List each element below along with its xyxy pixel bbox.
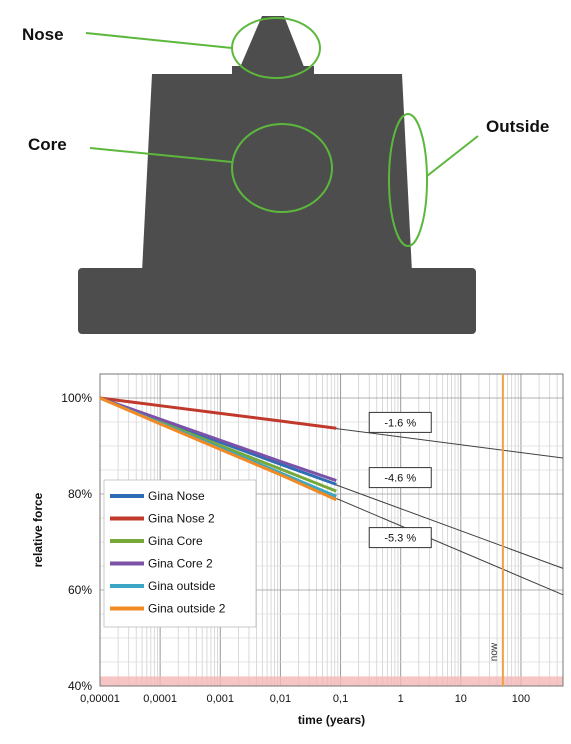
x-tick-label: 0,01	[270, 693, 291, 705]
y-tick-label: 40%	[68, 679, 92, 693]
relative-force-chart: 40% 60% 80% 100% 0,00001 0,0001 0,001 0,01 0,1 1 1…	[0, 344, 571, 744]
connector-core-shape	[142, 74, 412, 272]
legend: Gina Nose Gina Nose 2 Gina Core Gina Core 2…	[103, 479, 257, 628]
connector-diagram: Nose Core Outside	[22, 16, 549, 334]
connector-body	[78, 16, 476, 334]
threshold-band	[100, 676, 563, 686]
x-axis-label: time (years)	[298, 713, 365, 727]
x-tick-label: 1	[398, 693, 404, 705]
y-tick-label: 60%	[68, 583, 92, 597]
y-tick-label: 80%	[68, 487, 92, 501]
legend-entry: Gina Core 2	[148, 557, 213, 571]
connector-nose-base	[232, 66, 314, 74]
trend-label-box	[368, 527, 432, 549]
plot-area-border	[99, 373, 564, 687]
now-label: now	[489, 642, 500, 661]
x-tick-label: 0,1	[333, 693, 348, 705]
trend-label-box	[368, 467, 432, 489]
outside-label: Outside	[486, 117, 549, 136]
legend-box	[103, 479, 257, 628]
now-marker-group: now	[489, 374, 504, 686]
core-annotation-ellipse	[231, 123, 333, 213]
outside-leader-line	[426, 135, 479, 177]
y-tick-label: 100%	[61, 391, 92, 405]
nose-label: Nose	[22, 25, 64, 44]
legend-entry: Gina outside 2	[148, 602, 226, 616]
axes-group: 40% 60% 80% 100% 0,00001 0,0001 0,001 0,01 0,1 1 1…	[61, 373, 564, 705]
trend-label-box	[368, 411, 432, 433]
x-tick-label: 100	[512, 693, 530, 705]
x-tick-label: 0,0001	[143, 693, 177, 705]
legend-entry: Gina Core	[148, 534, 203, 548]
trend-label: -4.6 %	[384, 473, 416, 485]
series-line	[99, 396, 337, 502]
nose-leader-line	[85, 32, 233, 49]
x-tick-label: 10	[455, 693, 467, 705]
connector-nose-shape	[238, 16, 306, 72]
trend-label: -1.6 %	[384, 417, 416, 429]
legend-entry: Gina outside	[148, 579, 216, 593]
connector-base-shape	[78, 268, 476, 334]
core-label: Core	[28, 135, 67, 154]
annotation-group	[85, 17, 479, 247]
y-axis-label: relative force	[31, 492, 45, 567]
series-line	[99, 396, 337, 430]
trend-label: -5.3 %	[384, 533, 416, 545]
series-group	[99, 396, 337, 502]
x-tick-label: 0,00001	[80, 693, 120, 705]
legend-entry: Gina Nose	[148, 489, 205, 503]
outside-annotation-ellipse	[388, 113, 428, 247]
series-line	[99, 396, 337, 482]
x-tick-label: 0,001	[207, 693, 235, 705]
core-leader-line	[89, 147, 233, 163]
legend-entry: Gina Nose 2	[148, 512, 215, 526]
